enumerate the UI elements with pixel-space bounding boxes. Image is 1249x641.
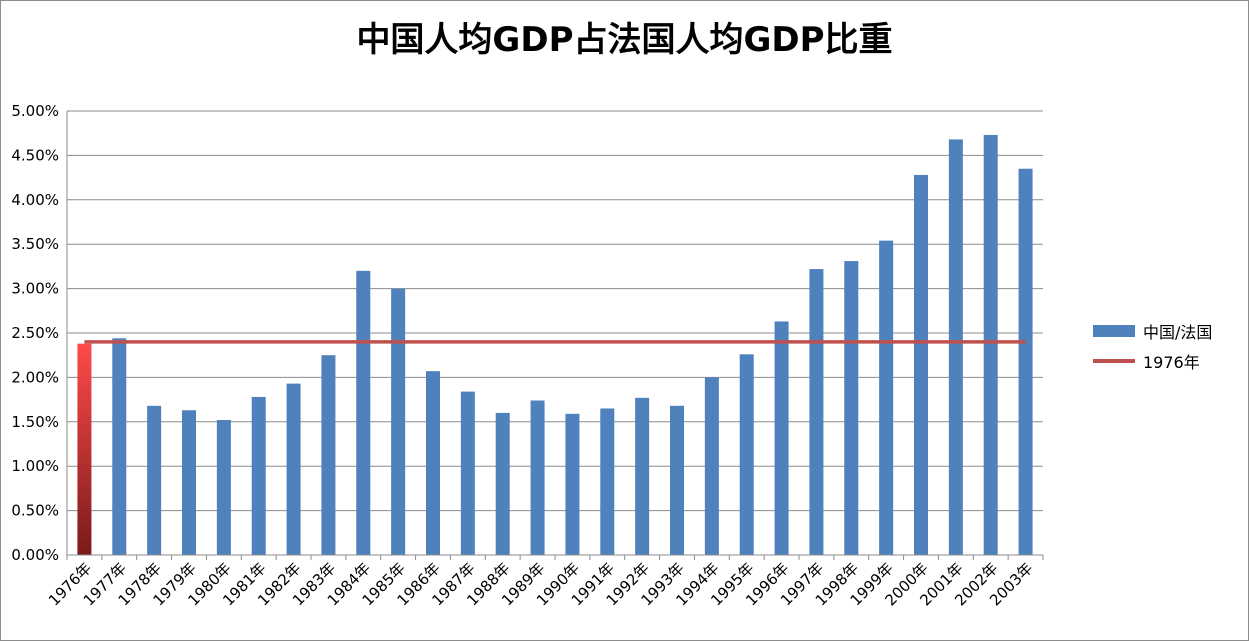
bar-2001年 [948,139,963,555]
bar-1990年 [565,413,580,555]
bar-1992年 [635,397,650,555]
bar-1994年 [704,377,719,555]
bar-1998年 [844,261,859,555]
bar-1978年 [147,405,162,555]
bar-1995年 [739,354,754,555]
bar-1985年 [391,288,406,555]
bar-1984年 [356,270,371,555]
bar-1999年 [879,240,894,555]
legend-item-bars: 中国/法国 [1093,316,1212,346]
bar-1986年 [426,371,440,555]
y-tick-label: 2.50% [11,324,59,342]
bar-2002年 [983,134,998,555]
legend-item-line: 1976年 [1093,346,1212,376]
y-tick-label: 0.50% [11,502,59,520]
bar-1996年 [774,321,789,555]
bar-1993年 [670,405,684,555]
legend-swatch-bar [1093,325,1135,337]
y-tick-label: 1.50% [11,413,59,431]
y-tick-label: 3.00% [11,280,59,298]
bar-1997年 [809,269,824,555]
bar-1981年 [251,396,266,555]
bar-1980年 [216,420,231,555]
y-tick-label: 4.00% [11,191,59,209]
y-tick-label: 4.50% [11,146,59,164]
y-tick-label: 0.00% [11,546,59,564]
y-tick-label: 5.00% [11,102,59,120]
bar-1988年 [495,412,510,555]
bar-1991年 [600,408,615,555]
chart-title: 中国人均GDP占法国人均GDP比重 [356,20,893,60]
bar-2000年 [914,174,928,555]
bar-1987年 [460,391,475,555]
bar-1989年 [530,400,545,555]
y-tick-label: 1.00% [11,457,59,475]
legend-label-bars: 中国/法国 [1143,323,1213,342]
bar-1983年 [321,355,336,555]
bar-1976年 [77,343,92,555]
y-tick-label: 2.00% [11,368,59,386]
legend: 中国/法国 1976年 [1093,316,1212,376]
legend-label-line: 1976年 [1143,353,1200,372]
y-tick-label: 3.50% [11,235,59,253]
bar-1977年 [112,338,127,555]
bar-1982年 [286,383,301,555]
legend-swatch-line [1093,359,1135,363]
bar-2003年 [1018,168,1033,555]
bar-1979年 [182,410,196,555]
